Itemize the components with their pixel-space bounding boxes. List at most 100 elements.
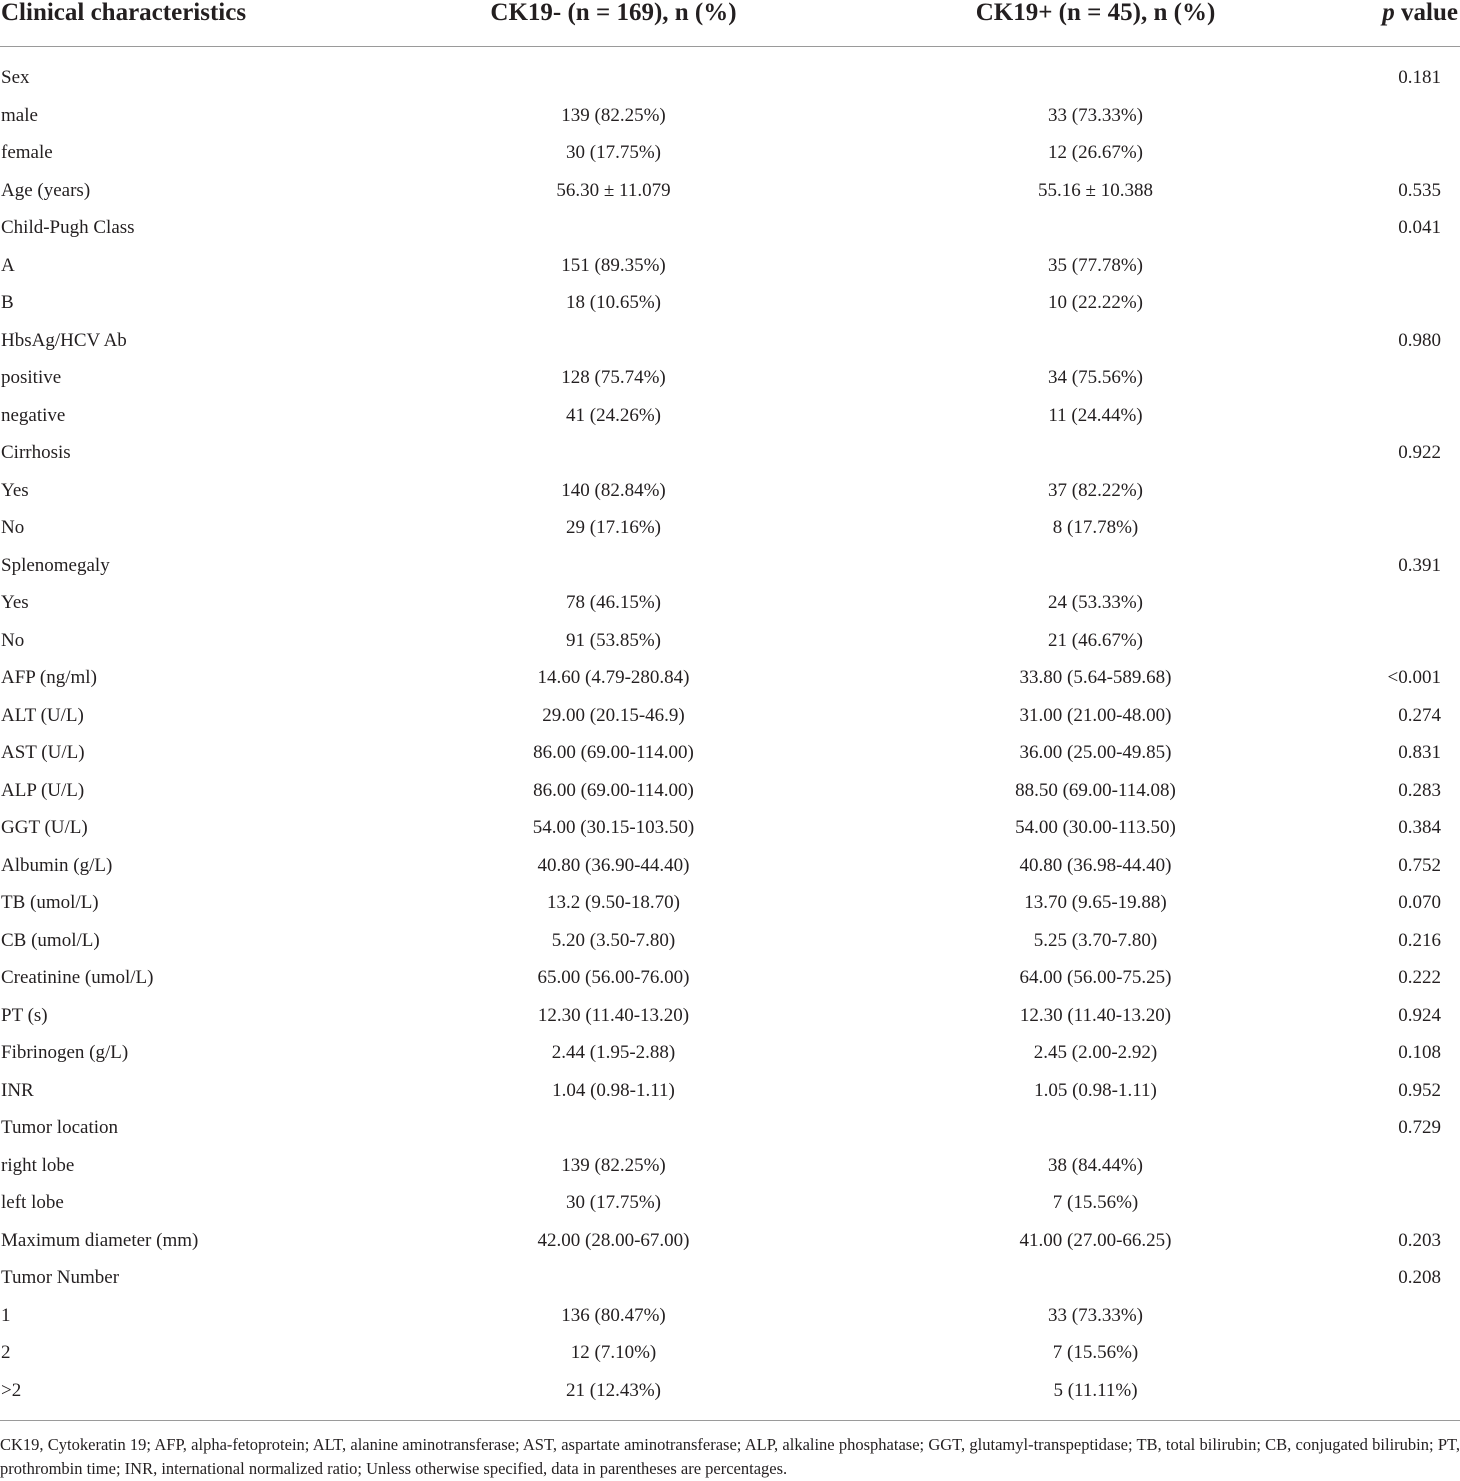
ck19-negative-value: 78 (46.15%) xyxy=(566,592,661,613)
ck19-positive-value: 21 (46.67%) xyxy=(1048,629,1143,651)
ck19-positive-value: 12.30 (11.40-13.20) xyxy=(1019,1004,1172,1026)
ck19-negative-value: 29.00 (20.15-46.9) xyxy=(542,704,685,726)
p-value: 0.980 xyxy=(1398,329,1441,351)
table-row: 2 12 (7.10%) 7 (15.56%) xyxy=(0,1334,1460,1372)
p-value xyxy=(1284,97,1460,135)
p-value xyxy=(1284,359,1460,397)
ck19-negative-value: 86.00 (69.00-114.00) xyxy=(533,779,694,801)
ck19-negative-value: 136 (80.47%) xyxy=(561,1304,666,1326)
p-value: 0.222 xyxy=(1398,967,1441,988)
ck19-negative-value: 41 (24.26%) xyxy=(566,404,661,426)
row-label: Maximum diameter (mm) xyxy=(1,1229,199,1251)
table-row: GGT (U/L) 54.00 (30.15-103.50) 54.00 (30.0… xyxy=(0,809,1460,847)
row-label: No xyxy=(1,629,25,651)
table-row: No 91 (53.85%) 21 (46.67%) xyxy=(0,622,1460,660)
row-label: ALT (U/L) xyxy=(1,704,84,726)
row-label: Cirrhosis xyxy=(1,442,71,463)
table-row: Child-Pugh Class 0.041 xyxy=(0,209,1460,247)
p-value xyxy=(1284,1147,1460,1185)
table-footnote: CK19, Cytokeratin 19; AFP, alpha-fetopro… xyxy=(0,1420,1460,1481)
p-value: 0.041 xyxy=(1398,217,1441,238)
ck19-positive-value: 2.45 (2.00-2.92) xyxy=(1033,1042,1158,1063)
ck19-positive-value: 24 (53.33%) xyxy=(1048,592,1143,613)
table-row: B 18 (10.65%) 10 (22.22%) xyxy=(0,284,1460,322)
row-label: positive xyxy=(1,367,62,388)
ck19-positive-value: 1.05 (0.98-1.11) xyxy=(1034,1079,1157,1101)
row-label: ALP (U/L) xyxy=(1,779,85,801)
table-row: A 151 (89.35%) 35 (77.78%) xyxy=(0,247,1460,285)
p-value: 0.181 xyxy=(1398,67,1441,88)
ck19-positive-value: 34 (75.56%) xyxy=(1048,367,1143,388)
p-value: 0.216 xyxy=(1398,929,1441,951)
row-label: >2 xyxy=(1,1379,22,1401)
ck19-positive-value: 7 (15.56%) xyxy=(1052,1342,1139,1363)
table-row: No 29 (17.16%) 8 (17.78%) xyxy=(0,509,1460,547)
ck19-negative-value: 14.60 (4.79-280.84) xyxy=(537,667,690,688)
ck19-negative-value: 40.80 (36.90-44.40) xyxy=(537,854,690,876)
table-row: Cirrhosis 0.922 xyxy=(0,434,1460,472)
header-ck19-negative: CK19- (n = 169), n (%) xyxy=(362,0,817,47)
clinical-characteristics-table: Clinical characteristics CK19- (n = 169)… xyxy=(0,0,1460,1422)
table-row: Creatinine (umol/L) 65.00 (56.00-76.00) 64… xyxy=(0,959,1460,997)
ck19-negative-value: 1.04 (0.98-1.11) xyxy=(552,1079,675,1101)
table-row: 1 136 (80.47%) 33 (73.33%) xyxy=(0,1297,1460,1335)
p-value xyxy=(1284,472,1460,510)
header-p-italic: p xyxy=(1382,0,1395,26)
ck19-negative-value xyxy=(362,209,817,247)
ck19-positive-value xyxy=(817,47,1284,97)
row-label: INR xyxy=(1,1079,34,1101)
ck19-positive-value: 36.00 (25.00-49.85) xyxy=(1019,742,1172,763)
ck19-positive-value: 41.00 (27.00-66.25) xyxy=(1019,1229,1172,1251)
ck19-positive-value: 5.25 (3.70-7.80) xyxy=(1033,929,1158,951)
ck19-positive-value xyxy=(817,322,1284,360)
row-label: HbsAg/HCV Ab xyxy=(1,329,127,351)
table-row: HbsAg/HCV Ab 0.980 xyxy=(0,322,1460,360)
ck19-negative-value: 139 (82.25%) xyxy=(561,104,666,126)
p-value xyxy=(1284,584,1460,622)
ck19-positive-value xyxy=(817,1109,1284,1147)
p-value: 0.831 xyxy=(1398,742,1441,763)
ck19-negative-value xyxy=(362,1109,817,1147)
table-row: male 139 (82.25%) 33 (73.33%) xyxy=(0,97,1460,135)
row-label: Sex xyxy=(1,67,30,88)
table-row: Maximum diameter (mm) 42.00 (28.00-67.00)… xyxy=(0,1222,1460,1260)
row-label: GGT (U/L) xyxy=(1,817,88,838)
p-value xyxy=(1284,1297,1460,1335)
p-value: 0.752 xyxy=(1398,854,1441,876)
header-clinical-characteristics: Clinical characteristics xyxy=(0,0,362,47)
p-value xyxy=(1284,622,1460,660)
ck19-negative-value: 151 (89.35%) xyxy=(561,254,666,276)
row-label: Fibrinogen (g/L) xyxy=(1,1042,129,1063)
ck19-negative-value xyxy=(362,434,817,472)
row-label: Creatinine (umol/L) xyxy=(1,967,154,988)
table-row: Age (years) 56.30 ± 11.079 55.16 ± 10.388 0… xyxy=(0,172,1460,210)
ck19-positive-value: 33.80 (5.64-589.68) xyxy=(1019,667,1172,688)
p-value: 0.391 xyxy=(1398,554,1441,576)
table-row: ALT (U/L) 29.00 (20.15-46.9) 31.00 (21.00-… xyxy=(0,697,1460,735)
table-row: >2 21 (12.43%) 5 (11.11%) xyxy=(0,1372,1460,1422)
row-label: AFP (ng/ml) xyxy=(1,667,97,688)
ck19-negative-value: 140 (82.84%) xyxy=(561,479,666,501)
ck19-negative-value: 12 (7.10%) xyxy=(570,1342,657,1363)
p-value: 0.922 xyxy=(1398,442,1441,463)
row-label: Tumor location xyxy=(1,1117,118,1138)
ck19-negative-value: 42.00 (28.00-67.00) xyxy=(537,1229,690,1251)
table-row: left lobe 30 (17.75%) 7 (15.56%) xyxy=(0,1184,1460,1222)
ck19-negative-value: 56.30 ± 11.079 xyxy=(556,179,671,201)
ck19-negative-value: 18 (10.65%) xyxy=(566,292,661,313)
table-row: Tumor location 0.729 xyxy=(0,1109,1460,1147)
ck19-positive-value: 8 (17.78%) xyxy=(1052,517,1139,538)
p-value xyxy=(1284,247,1460,285)
table-row: Splenomegaly 0.391 xyxy=(0,547,1460,585)
ck19-positive-value xyxy=(817,434,1284,472)
ck19-negative-value xyxy=(362,1259,817,1297)
table-row: Fibrinogen (g/L) 2.44 (1.95-2.88) 2.45 (2.… xyxy=(0,1034,1460,1072)
table-row: negative 41 (24.26%) 11 (24.44%) xyxy=(0,397,1460,435)
row-label: Age (years) xyxy=(1,179,91,201)
ck19-negative-value: 21 (12.43%) xyxy=(566,1379,661,1401)
ck19-negative-value: 13.2 (9.50-18.70) xyxy=(547,892,680,913)
ck19-positive-value: 40.80 (36.98-44.40) xyxy=(1019,854,1172,876)
row-label: CB (umol/L) xyxy=(1,929,100,951)
table-row: right lobe 139 (82.25%) 38 (84.44%) xyxy=(0,1147,1460,1185)
